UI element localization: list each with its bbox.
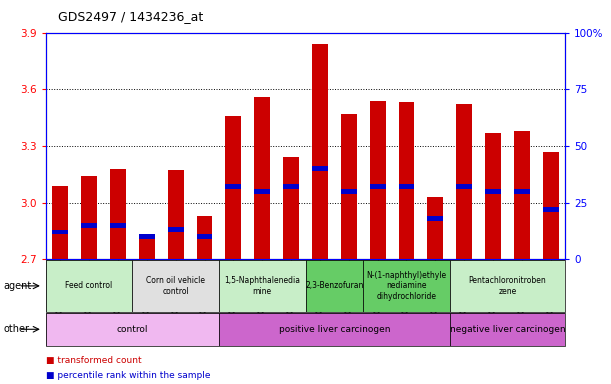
Text: Corn oil vehicle
control: Corn oil vehicle control (146, 276, 205, 296)
Text: Pentachloronitroben
zene: Pentachloronitroben zene (469, 276, 546, 296)
Bar (139, 234, 155, 239)
Bar (370, 184, 386, 189)
Bar (306, 260, 363, 312)
Text: ■ percentile rank within the sample: ■ percentile rank within the sample (46, 371, 210, 380)
Text: other: other (3, 324, 29, 334)
Bar (110, 223, 126, 228)
Text: agent: agent (3, 281, 31, 291)
Text: ■ transformed count: ■ transformed count (46, 356, 142, 365)
Bar (219, 260, 306, 312)
Bar (543, 152, 558, 259)
Bar (428, 216, 443, 221)
Text: negative liver carcinogen: negative liver carcinogen (450, 325, 565, 334)
Bar (543, 207, 558, 212)
Bar (46, 313, 219, 346)
Bar (46, 260, 133, 312)
Bar (514, 189, 530, 194)
Bar (254, 189, 270, 194)
Bar (428, 197, 443, 259)
Bar (53, 185, 68, 259)
Bar (485, 189, 501, 194)
Bar (456, 184, 472, 189)
Bar (139, 238, 155, 259)
Text: 1,5-Naphthalenedia
mine: 1,5-Naphthalenedia mine (224, 276, 300, 296)
Bar (312, 166, 328, 171)
Bar (514, 131, 530, 259)
Bar (225, 116, 241, 259)
Bar (197, 216, 213, 259)
Bar (398, 103, 414, 259)
Bar (168, 227, 183, 232)
Bar (450, 313, 565, 346)
Bar (283, 184, 299, 189)
Bar (485, 133, 501, 259)
Bar (341, 114, 357, 259)
Text: N-(1-naphthyl)ethyle
nediamine
dihydrochloride: N-(1-naphthyl)ethyle nediamine dihydroch… (367, 271, 447, 301)
Bar (81, 223, 97, 228)
Bar (456, 104, 472, 259)
Bar (450, 260, 565, 312)
Bar (363, 260, 450, 312)
Text: control: control (117, 325, 148, 334)
Text: Feed control: Feed control (65, 281, 112, 290)
Text: positive liver carcinogen: positive liver carcinogen (279, 325, 390, 334)
Bar (168, 170, 183, 259)
Bar (370, 101, 386, 259)
Bar (81, 176, 97, 259)
Bar (53, 230, 68, 234)
Text: GDS2497 / 1434236_at: GDS2497 / 1434236_at (58, 10, 203, 23)
Bar (219, 313, 450, 346)
Bar (283, 157, 299, 259)
Bar (110, 169, 126, 259)
Bar (398, 184, 414, 189)
Bar (197, 234, 213, 239)
Text: 2,3-Benzofuran: 2,3-Benzofuran (305, 281, 364, 290)
Bar (225, 184, 241, 189)
Bar (133, 260, 219, 312)
Bar (254, 97, 270, 259)
Bar (312, 44, 328, 259)
Bar (341, 189, 357, 194)
